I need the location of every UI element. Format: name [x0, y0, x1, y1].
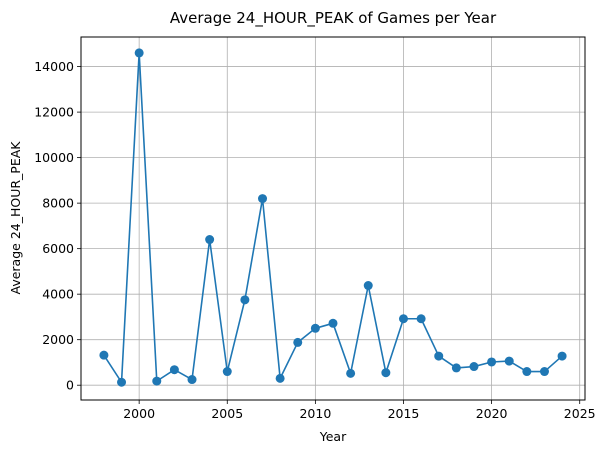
x-tick-label: 2005 — [211, 406, 243, 421]
data-point — [293, 337, 303, 347]
y-tick-label: 6000 — [42, 241, 74, 256]
data-point — [346, 368, 356, 378]
data-point — [469, 362, 479, 372]
y-tick-label: 12000 — [34, 105, 74, 120]
data-point — [240, 295, 250, 305]
y-tick-label: 0 — [66, 378, 74, 393]
x-tick-label: 2020 — [476, 406, 508, 421]
data-point — [152, 376, 162, 386]
y-tick-label: 2000 — [42, 332, 74, 347]
x-axis-ticks: 2000 2005 2010 2015 2020 2025 — [123, 400, 596, 421]
x-axis-label: Year — [319, 429, 347, 444]
y-tick-label: 4000 — [42, 287, 74, 302]
data-point — [187, 375, 197, 385]
y-axis-label: Average 24_HOUR_PEAK — [8, 141, 23, 295]
data-point — [363, 281, 373, 291]
data-point — [557, 351, 567, 361]
plot-frame — [80, 36, 586, 401]
x-tick-label: 2010 — [299, 406, 331, 421]
x-tick-label: 2015 — [388, 406, 420, 421]
data-point — [539, 367, 549, 377]
data-point — [416, 314, 426, 324]
y-tick-label: 10000 — [34, 150, 74, 165]
grid — [81, 37, 585, 400]
data-point — [398, 314, 408, 324]
data-point — [451, 363, 461, 373]
data-point — [222, 367, 232, 377]
data-point — [434, 351, 444, 361]
data-point — [522, 367, 532, 377]
chart-title: Average 24_HOUR_PEAK of Games per Year — [170, 9, 497, 28]
data-point — [275, 373, 285, 383]
data-point — [205, 235, 215, 245]
data-point — [134, 48, 144, 58]
data-point — [258, 194, 268, 204]
series-layer — [99, 48, 567, 387]
y-tick-label: 14000 — [34, 59, 74, 74]
data-point — [117, 377, 127, 387]
x-tick-label: 2000 — [123, 406, 155, 421]
data-point — [504, 356, 514, 366]
data-point — [310, 323, 320, 333]
data-point — [381, 368, 391, 378]
data-point — [328, 318, 338, 328]
y-tick-label: 8000 — [42, 196, 74, 211]
x-tick-label: 2025 — [564, 406, 596, 421]
data-point — [169, 365, 179, 375]
data-point — [487, 357, 497, 367]
y-axis-ticks: 0 2000 4000 6000 8000 10000 12000 14000 — [34, 59, 81, 393]
data-point — [99, 350, 109, 360]
